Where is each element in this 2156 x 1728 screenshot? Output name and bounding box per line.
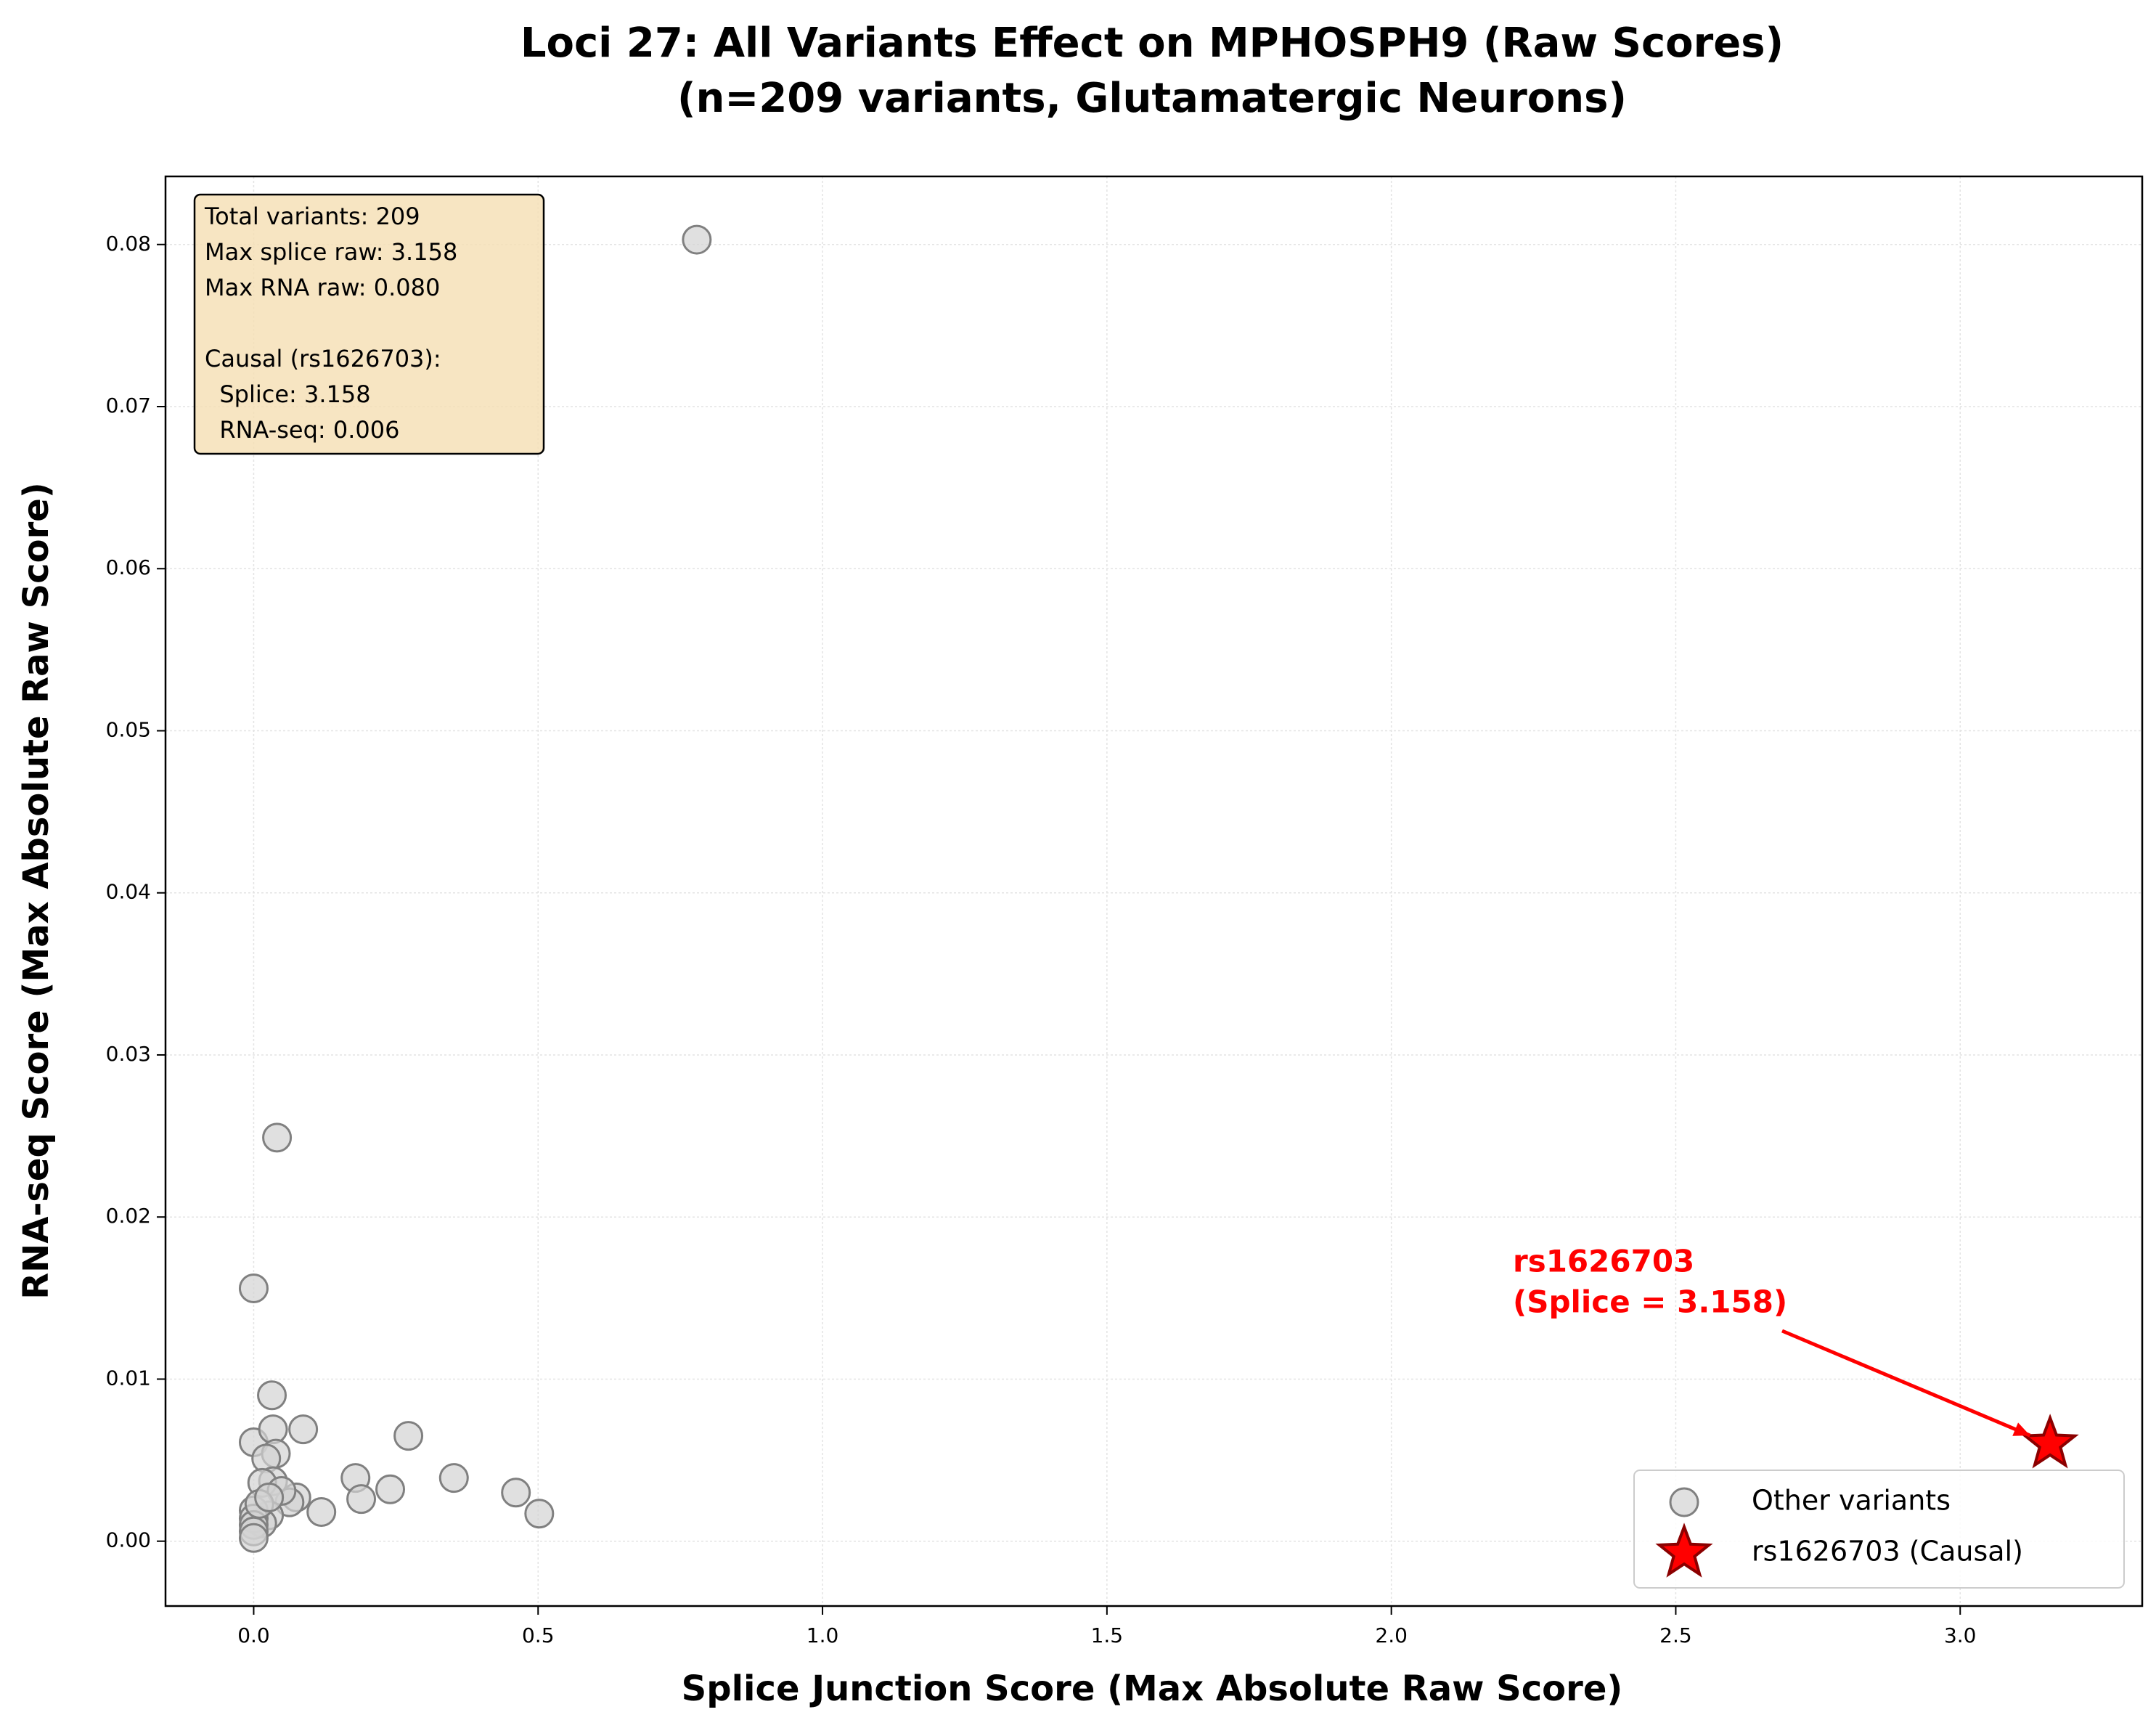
stats-text: Causal (rs1626703): (205, 345, 441, 372)
legend-box (1633, 1470, 2125, 1589)
x-tick-label: 2.5 (1659, 1623, 1692, 1647)
chart-title: (n=209 variants, Glutamatergic Neurons) (677, 75, 1627, 122)
scatter-point (524, 1499, 555, 1529)
x-tick-label: 1.5 (1091, 1623, 1124, 1647)
y-tick-label: 0.08 (106, 232, 151, 256)
y-tick-label: 0.03 (106, 1042, 151, 1066)
stats-text: Max RNA raw: 0.080 (205, 274, 440, 301)
stats-text: Splice: 3.158 (205, 380, 371, 408)
scatter-point (393, 1421, 424, 1451)
y-axis-label: RNA-seq Score (Max Absolute Raw Score) (16, 482, 57, 1300)
annotation: rs1626703 (1513, 1244, 1694, 1279)
stats-text: Total variants: 209 (204, 203, 420, 230)
x-tick-label: 1.0 (807, 1623, 839, 1647)
legend-marker (1669, 1487, 1699, 1517)
scatter-point (288, 1414, 319, 1445)
scatter-point (238, 1273, 269, 1303)
annotation-arrow (1781, 1329, 2031, 1438)
arrow-head (2012, 1422, 2030, 1436)
y-tick-label: 0.05 (106, 717, 151, 741)
stats-text: Max splice raw: 3.158 (205, 238, 457, 266)
legend-label: Other variants (1752, 1485, 1951, 1517)
scatter-point (238, 1523, 269, 1553)
scatter-point (254, 1482, 285, 1512)
scatter-point (257, 1380, 287, 1411)
scatter-point (258, 1414, 288, 1445)
scatter-point (682, 224, 712, 255)
y-tick-label: 0.06 (106, 555, 151, 579)
scatter-point (375, 1474, 406, 1504)
chart-title: Loci 27: All Variants Effect on MPHOSPH9… (520, 20, 1784, 67)
scatter-point (262, 1122, 293, 1153)
plot-frame (164, 175, 2144, 1607)
scatter-point (501, 1478, 531, 1508)
x-tick-label: 0.5 (522, 1623, 555, 1647)
x-tick-label: 0.0 (237, 1623, 270, 1647)
y-tick-label: 0.07 (106, 394, 151, 417)
stats-box (193, 193, 545, 455)
legend-label: rs1626703 (Causal) (1752, 1536, 2023, 1568)
y-tick-label: 0.02 (106, 1204, 151, 1228)
scatter-point (306, 1497, 337, 1528)
stats-text: RNA-seq: 0.006 (205, 416, 399, 444)
legend-marker (1655, 1523, 1713, 1578)
x-tick-label: 2.0 (1375, 1623, 1408, 1647)
y-tick-label: 0.01 (106, 1366, 151, 1390)
x-axis-label: Splice Junction Score (Max Absolute Raw … (682, 1668, 1623, 1709)
star-point (2021, 1414, 2079, 1469)
annotation: (Splice = 3.158) (1513, 1284, 1787, 1320)
scatter-point (346, 1484, 377, 1515)
x-tick-label: 3.0 (1944, 1623, 1977, 1647)
y-tick-label: 0.04 (106, 880, 151, 904)
y-tick-label: 0.00 (106, 1528, 151, 1552)
scatter-point (438, 1463, 469, 1493)
